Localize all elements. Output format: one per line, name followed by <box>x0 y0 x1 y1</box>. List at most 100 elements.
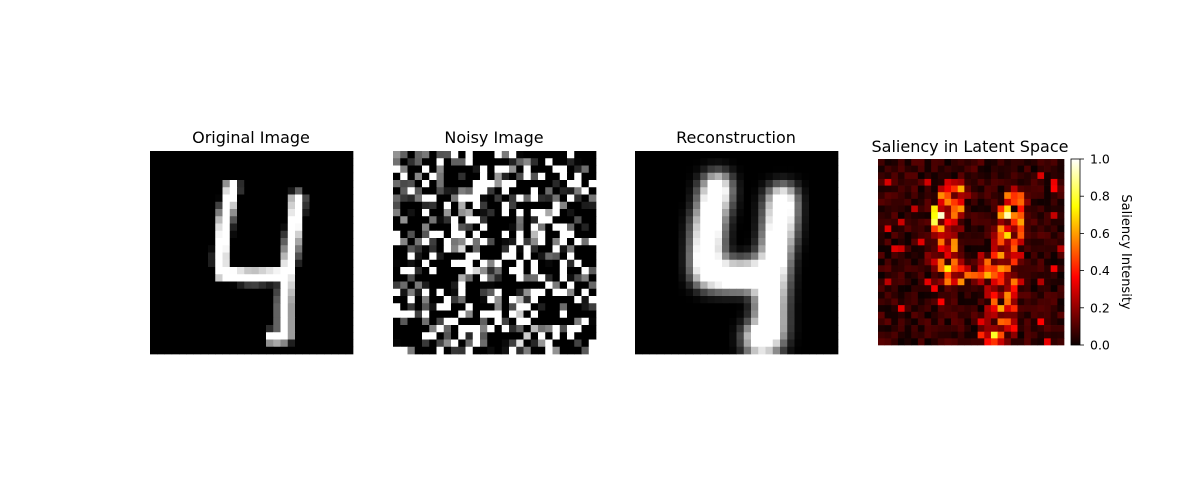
pixel-cell <box>193 194 202 203</box>
pixel-cell <box>451 274 459 282</box>
pixel-cell <box>678 209 687 217</box>
pixel-cell <box>816 296 824 304</box>
pixel-cell <box>530 216 539 224</box>
pixel-cell <box>280 339 289 348</box>
pixel-cell <box>414 230 423 239</box>
pixel-cell <box>237 303 245 311</box>
pixel-cell <box>400 245 408 253</box>
pixel-cell <box>193 303 202 311</box>
pixel-cell <box>295 172 303 181</box>
pixel-cell <box>480 317 488 326</box>
pixel-cell <box>400 165 408 174</box>
pixel-cell <box>743 288 752 297</box>
pixel-cell <box>743 165 752 174</box>
pixel-cell <box>678 252 687 261</box>
pixel-cell <box>451 165 459 174</box>
pixel-cell <box>772 325 781 333</box>
pixel-cell <box>215 165 223 174</box>
pixel-cell <box>685 339 694 348</box>
pixel-cell <box>244 281 252 290</box>
pixel-cell <box>567 252 575 261</box>
pixel-cell <box>422 238 430 246</box>
pixel-cell <box>552 158 561 166</box>
pixel-cell <box>465 245 474 253</box>
pixel-cell <box>487 281 495 290</box>
pixel-cell <box>1037 198 1045 206</box>
pixel-cell <box>480 187 488 195</box>
pixel-cell <box>1010 225 1018 233</box>
pixel-cell <box>538 151 546 159</box>
pixel-cell <box>787 288 795 297</box>
pixel-cell <box>997 159 1005 166</box>
pixel-cell <box>458 238 466 246</box>
pixel-cell <box>693 317 701 326</box>
pixel-cell <box>574 151 582 159</box>
pixel-cell <box>309 194 318 203</box>
pixel-cell <box>823 223 832 232</box>
pixel-cell <box>642 267 650 275</box>
pixel-cell <box>1037 305 1045 313</box>
pixel-cell <box>765 238 774 246</box>
pixel-cell <box>295 238 303 246</box>
pixel-cell <box>523 194 532 203</box>
pixel-cell <box>1010 165 1018 173</box>
pixel-cell <box>951 198 959 206</box>
pixel-cell <box>736 325 745 333</box>
pixel-cell <box>751 325 759 333</box>
colorbar-ticks: 0.00.20.40.60.81.0 <box>1080 152 1110 353</box>
pixel-cell <box>743 201 752 210</box>
pixel-cell <box>751 223 759 232</box>
pixel-cell <box>458 281 466 290</box>
pixel-cell <box>642 281 650 290</box>
pixel-cell <box>465 238 474 246</box>
pixel-cell <box>1030 172 1038 180</box>
pixel-cell <box>480 281 488 290</box>
pixel-cell <box>414 172 423 181</box>
pixel-cell <box>743 209 752 217</box>
pixel-cell <box>280 194 289 203</box>
pixel-cell <box>487 259 495 268</box>
pixel-cell <box>588 252 597 261</box>
pixel-cell <box>237 325 245 333</box>
pixel-cell <box>251 223 260 232</box>
pixel-cell <box>523 230 532 239</box>
pixel-cell <box>451 245 459 253</box>
pixel-cell <box>911 205 919 213</box>
pixel-cell <box>516 194 524 203</box>
pixel-cell <box>538 180 546 188</box>
pixel-cell <box>472 187 481 195</box>
pixel-cell <box>345 288 354 297</box>
pixel-cell <box>581 339 590 348</box>
pixel-cell <box>714 296 723 304</box>
pixel-cell <box>964 192 972 200</box>
pixel-cell <box>685 187 694 195</box>
pixel-cell <box>407 296 416 304</box>
pixel-cell <box>523 346 532 355</box>
pixel-cell <box>904 192 912 200</box>
pixel-cell <box>656 158 665 166</box>
pixel-cell <box>714 310 723 319</box>
pixel-cell <box>581 281 590 290</box>
pixel-cell <box>656 281 665 290</box>
pixel-cell <box>1057 205 1065 213</box>
pixel-cell <box>251 209 260 217</box>
pixel-cell <box>801 339 810 348</box>
pixel-cell <box>436 194 445 203</box>
pixel-cell <box>436 288 445 297</box>
pixel-cell <box>897 331 905 339</box>
pixel-cell <box>1004 205 1012 213</box>
pixel-cell <box>787 194 795 203</box>
pixel-cell <box>171 346 180 355</box>
pixel-cell <box>772 252 781 261</box>
pixel-cell <box>743 187 752 195</box>
pixel-cell <box>552 274 561 282</box>
pixel-cell <box>400 259 408 268</box>
pixel-cell <box>244 216 252 224</box>
pixel-cell <box>422 172 430 181</box>
pixel-cell <box>237 216 245 224</box>
pixel-cell <box>984 165 992 173</box>
pixel-cell <box>904 178 912 186</box>
pixel-cell <box>951 159 959 166</box>
pixel-cell <box>997 265 1005 273</box>
pixel-cell <box>545 180 553 188</box>
